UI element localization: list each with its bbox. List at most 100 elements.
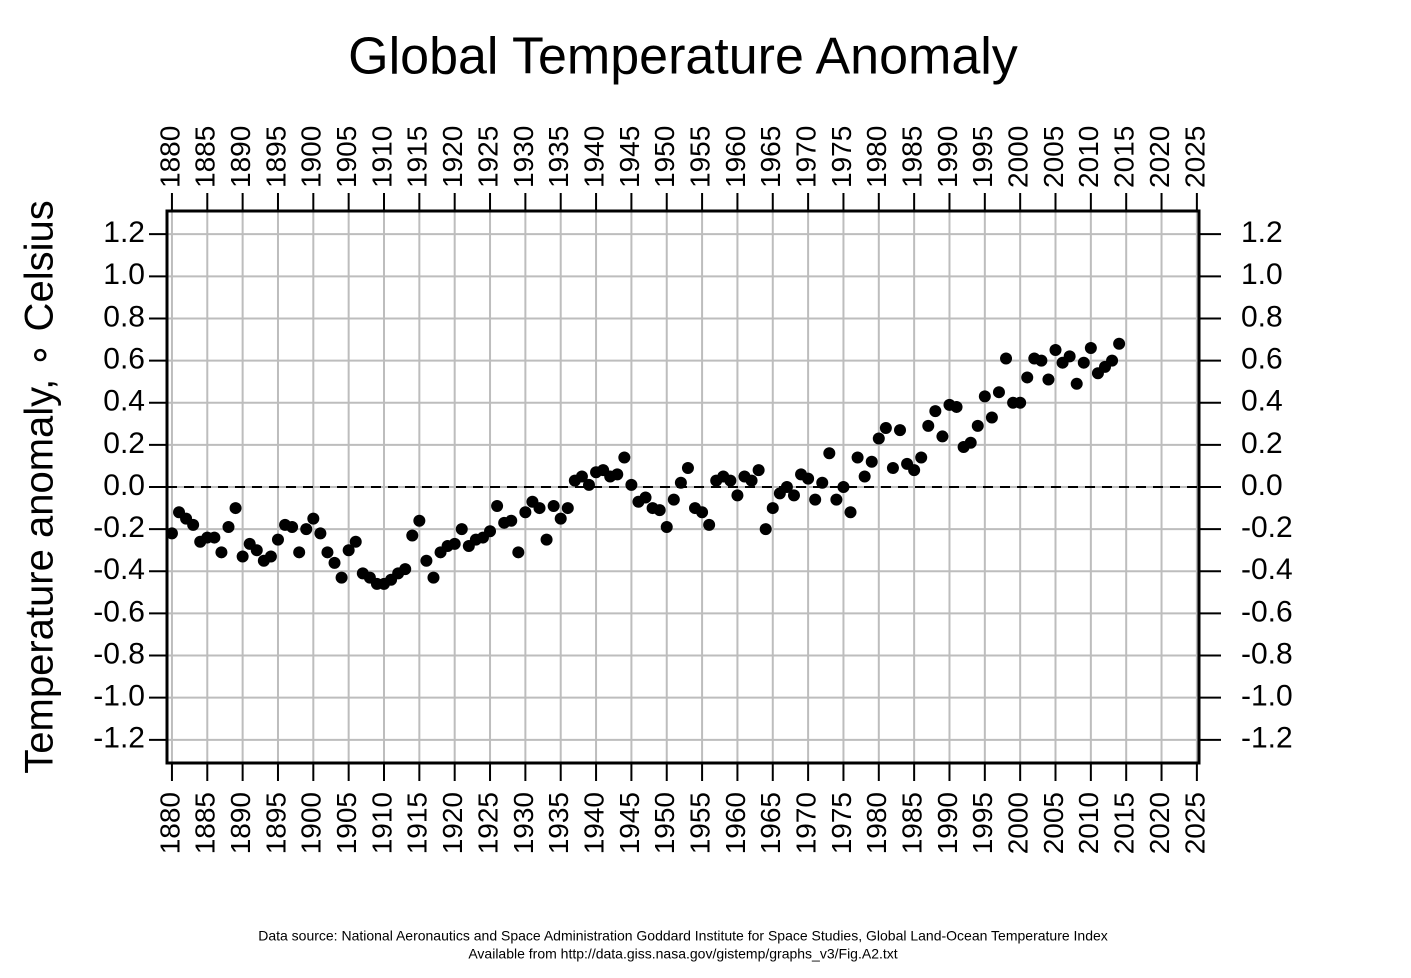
data-point — [455, 523, 468, 536]
data-point — [950, 400, 963, 413]
x-tick-label: 1935 — [543, 126, 574, 188]
data-point — [809, 493, 822, 506]
x-tick-label: 1915 — [402, 792, 433, 854]
data-point — [1000, 352, 1013, 365]
x-tick-label: 1895 — [260, 126, 291, 188]
x-tick-label: 2010 — [1073, 792, 1104, 854]
data-point — [300, 523, 313, 536]
data-point — [908, 464, 921, 477]
data-point — [964, 436, 977, 449]
x-tick-label: 2025 — [1179, 792, 1210, 854]
data-point — [894, 424, 907, 437]
y-tick-label: -1.2 — [93, 722, 145, 755]
x-tick-label: 2015 — [1109, 126, 1140, 188]
x-tick-label: 1880 — [154, 126, 185, 188]
data-point — [992, 386, 1005, 399]
x-tick-label: 1935 — [543, 792, 574, 854]
x-tick-label: 2020 — [1144, 792, 1175, 854]
x-tick-label: 1900 — [296, 792, 327, 854]
x-tick-label: 1930 — [508, 792, 539, 854]
x-tick-label: 1905 — [331, 126, 362, 188]
data-point — [512, 546, 525, 559]
data-point — [865, 455, 878, 468]
data-point — [745, 474, 758, 487]
y-tick-label: 0.0 — [1241, 469, 1283, 502]
data-point — [575, 470, 588, 483]
data-point — [802, 472, 815, 485]
data-point — [1035, 354, 1048, 367]
data-point — [660, 521, 673, 534]
data-point — [1077, 356, 1090, 369]
x-tick-label: 1995 — [967, 126, 998, 188]
data-point — [681, 462, 694, 475]
x-tick-label: 1975 — [826, 126, 857, 188]
data-point — [611, 468, 624, 481]
data-point — [321, 546, 334, 559]
data-point — [978, 390, 991, 403]
data-point — [582, 478, 595, 491]
data-point — [307, 512, 320, 525]
data-point — [1106, 354, 1119, 367]
x-tick-label: 1920 — [437, 792, 468, 854]
y-tick-label: 0.6 — [103, 343, 145, 376]
x-tick-label: 1985 — [897, 792, 928, 854]
data-point — [724, 474, 737, 487]
x-tick-label: 1965 — [755, 792, 786, 854]
x-tick-label: 1960 — [720, 792, 751, 854]
data-point — [759, 523, 772, 536]
y-tick-label: -0.8 — [1241, 637, 1293, 670]
data-point — [1113, 337, 1126, 350]
x-tick-label: 1910 — [366, 126, 397, 188]
y-tick-label: -0.6 — [1241, 595, 1293, 628]
data-point — [236, 550, 249, 563]
y-tick-label: -0.2 — [93, 511, 145, 544]
y-tick-label: 0.6 — [1241, 343, 1283, 376]
x-tick-label: 1980 — [861, 792, 892, 854]
x-tick-label: 1955 — [684, 126, 715, 188]
data-point — [264, 550, 277, 563]
data-point — [491, 499, 504, 512]
x-tick-label: 1885 — [190, 126, 221, 188]
data-point — [1021, 371, 1034, 384]
y-axis-title: Temperature anomaly, ∘ Celsius — [18, 200, 62, 773]
data-point — [519, 506, 532, 519]
chart-title: Global Temperature Anomaly — [348, 28, 1018, 86]
y-tick-label: -0.6 — [93, 595, 145, 628]
data-point — [229, 502, 242, 515]
x-tick-label: 1965 — [755, 126, 786, 188]
y-tick-label: -0.4 — [93, 553, 145, 586]
y-tick-label: 0.4 — [1241, 385, 1283, 418]
data-point — [335, 571, 348, 584]
y-tick-label: 1.0 — [1241, 258, 1283, 291]
data-point — [293, 546, 306, 559]
source-note: Available from http://data.giss.nasa.gov… — [468, 946, 897, 962]
data-point — [1042, 373, 1055, 386]
data-point — [1014, 396, 1027, 409]
x-tick-label: 1880 — [154, 792, 185, 854]
x-tick-label: 2005 — [1038, 126, 1069, 188]
data-point — [823, 447, 836, 460]
data-point — [314, 527, 327, 540]
x-tick-label: 1920 — [437, 126, 468, 188]
y-tick-label: 1.2 — [1241, 216, 1283, 249]
data-point — [165, 527, 178, 540]
data-point — [618, 451, 631, 464]
data-point — [731, 489, 744, 502]
x-tick-label: 1945 — [614, 792, 645, 854]
y-tick-label: 1.0 — [103, 258, 145, 291]
data-point — [250, 544, 263, 557]
data-point — [653, 504, 666, 517]
y-tick-label: 0.4 — [103, 385, 145, 418]
source-note: Data source: National Aeronautics and Sp… — [258, 928, 1108, 944]
x-tick-label: 2005 — [1038, 792, 1069, 854]
x-tick-label: 2010 — [1073, 126, 1104, 188]
y-tick-label: 0.8 — [103, 300, 145, 333]
data-point — [844, 506, 857, 519]
x-tick-label: 1990 — [932, 792, 963, 854]
data-point — [858, 470, 871, 483]
data-point — [639, 491, 652, 504]
data-point — [830, 493, 843, 506]
x-tick-label: 2000 — [1003, 792, 1034, 854]
y-tick-label: 0.8 — [1241, 300, 1283, 333]
x-tick-label: 1905 — [331, 792, 362, 854]
